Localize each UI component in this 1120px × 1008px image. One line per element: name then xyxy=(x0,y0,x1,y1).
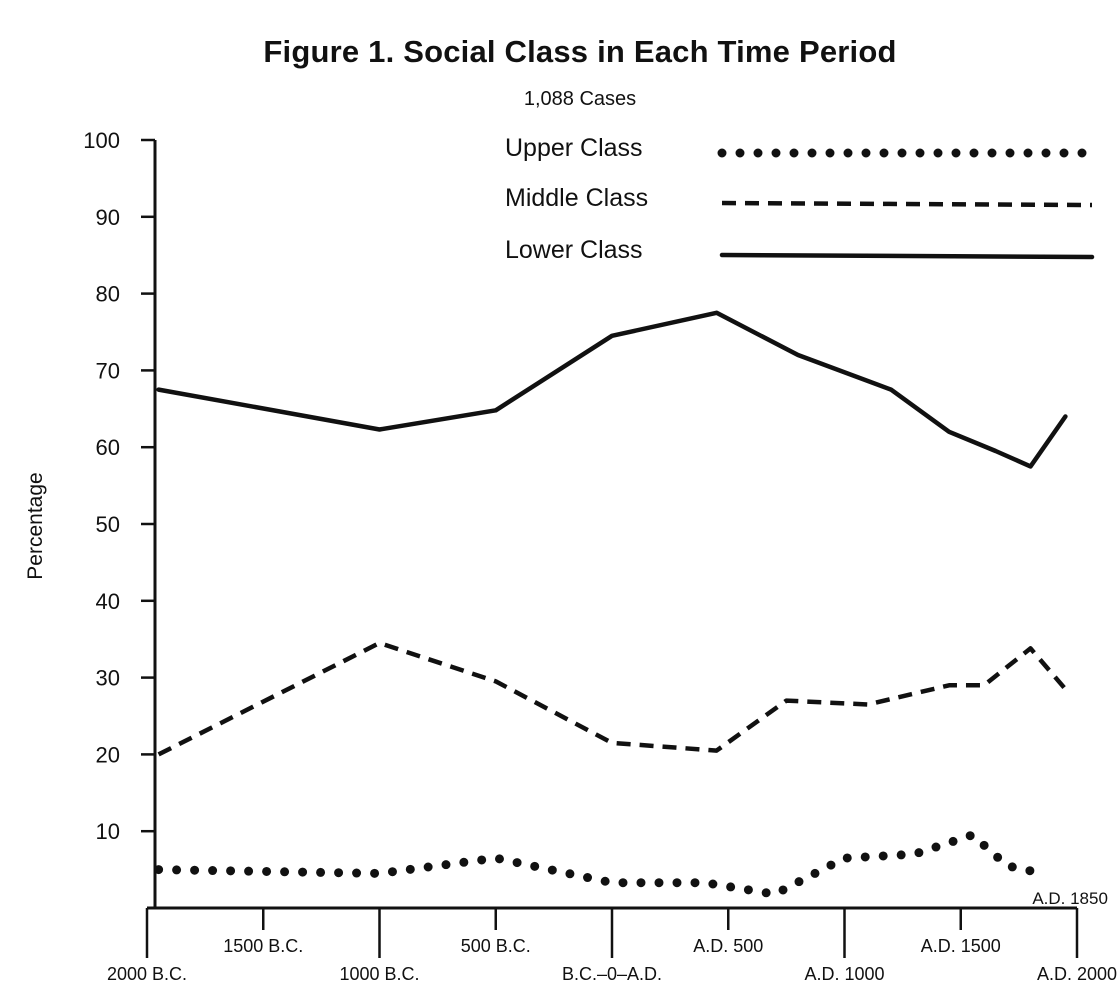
x-tick-label: A.D. 1500 xyxy=(921,936,1001,956)
y-tick-label: 90 xyxy=(96,205,120,230)
x-tick-label: A.D. 1000 xyxy=(804,964,884,984)
legend-label: Lower Class xyxy=(505,236,643,264)
y-tick-label: 70 xyxy=(96,358,120,383)
x-tick-label: 1500 B.C. xyxy=(223,936,303,956)
y-tick-label: 80 xyxy=(96,282,120,307)
legend-swatch-lower-class xyxy=(719,252,1095,260)
x-tick-label: A.D. 2000 xyxy=(1037,964,1117,984)
legend-swatch-middle-class xyxy=(721,200,1093,208)
annotation-label: A.D. 1850 xyxy=(1032,889,1108,908)
x-tick-label: B.C.–0–A.D. xyxy=(562,964,662,984)
x-axis-ticks: 2000 B.C. 1500 B.C. 1000 B.C. 500 B.C. B.C.–… xyxy=(107,908,1117,984)
x-tick-label: 2000 B.C. xyxy=(107,964,187,984)
y-tick-label: 10 xyxy=(96,819,120,844)
x-tick-label: 1000 B.C. xyxy=(339,964,419,984)
y-axis-ticks: 10 20 30 40 50 60 70 80 90 100 xyxy=(83,128,155,844)
series-line-lower-class xyxy=(156,310,1068,469)
y-tick-label: 30 xyxy=(96,666,120,691)
x-tick-label: A.D. 500 xyxy=(693,936,763,956)
legend: Upper Class Middle Class Lower Class xyxy=(505,134,1097,264)
y-tick-label: 60 xyxy=(96,435,120,460)
chart-title: Figure 1. Social Class in Each Time Peri… xyxy=(263,34,897,69)
series-line-middle-class xyxy=(157,640,1068,757)
series-line-upper-class xyxy=(154,830,1047,899)
y-tick-label: 20 xyxy=(96,742,120,767)
x-tick-label: 500 B.C. xyxy=(461,936,531,956)
chart-subtitle: 1,088 Cases xyxy=(523,88,637,110)
y-tick-label: 50 xyxy=(96,512,120,537)
legend-label: Middle Class xyxy=(505,184,648,212)
y-tick-label: 40 xyxy=(96,589,120,614)
y-axis-label: Percentage xyxy=(24,472,47,579)
series-group xyxy=(154,310,1068,899)
legend-label: Upper Class xyxy=(505,134,643,162)
y-tick-label: 100 xyxy=(83,128,120,153)
